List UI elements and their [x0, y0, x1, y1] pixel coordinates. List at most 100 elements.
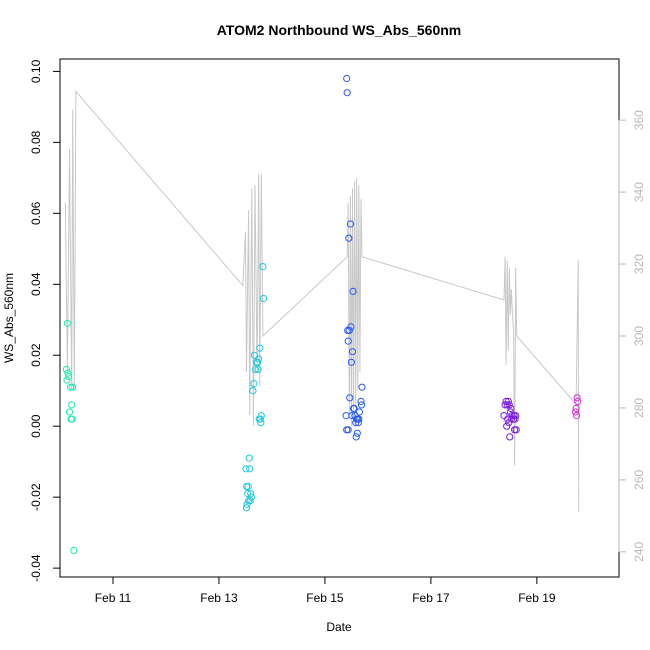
x-tick-label: Feb 13	[200, 591, 238, 605]
data-point-15	[250, 351, 259, 359]
x-axis-label: Date	[326, 620, 352, 634]
data-point-64	[354, 419, 362, 427]
data-point-14	[256, 344, 264, 352]
data-point-59	[348, 412, 356, 420]
data-point-76	[500, 412, 508, 420]
data-point-11	[70, 546, 78, 555]
data-point-41	[346, 220, 354, 228]
secondary-series-line	[64, 90, 580, 513]
data-point-55	[350, 404, 358, 413]
y-tick-label: 0.08	[29, 130, 43, 154]
y2-tick-label: 280	[632, 398, 646, 418]
data-point-46	[345, 326, 353, 334]
data-point-33	[247, 490, 255, 498]
data-point-43	[349, 287, 357, 295]
data-point-13	[259, 294, 268, 303]
data-point-90	[574, 397, 582, 405]
y2-tick-label: 340	[632, 182, 646, 202]
x-tick-label: Feb 11	[95, 591, 132, 605]
data-point-71	[501, 401, 509, 409]
data-point-73	[505, 401, 513, 409]
y-tick-label: 0.02	[29, 343, 43, 367]
y2-tick-label: 300	[632, 326, 646, 346]
data-point-3	[63, 376, 71, 384]
y2-tick-label: 360	[632, 110, 646, 130]
data-point-21	[250, 380, 258, 388]
data-point-42	[345, 234, 353, 242]
points-layer	[62, 74, 582, 555]
data-point-0	[63, 319, 72, 327]
data-point-38	[242, 504, 251, 512]
data-point-4	[64, 372, 73, 381]
x-axis: Feb 11 Feb 13 Feb 15 Feb 17 Feb 19	[95, 576, 556, 605]
x-tick-label: Feb 17	[412, 591, 450, 605]
data-point-40	[343, 89, 351, 97]
data-point-20	[254, 365, 262, 373]
data-point-23	[257, 412, 265, 420]
data-point-37	[243, 500, 251, 508]
data-point-29	[246, 465, 254, 473]
data-point-75	[506, 408, 514, 416]
y-tick-label: -0.02	[29, 483, 43, 511]
x-tick-label: Feb 19	[518, 591, 556, 605]
y-tick-label: 0.04	[29, 272, 43, 296]
data-point-19	[251, 365, 260, 373]
data-point-6	[69, 383, 77, 391]
data-point-92	[572, 408, 580, 416]
x-tick-label: Feb 15	[306, 591, 344, 605]
data-point-74	[507, 404, 515, 413]
data-point-91	[572, 404, 580, 413]
data-point-50	[358, 383, 366, 391]
y-tick-label: 0.00	[29, 414, 43, 438]
y-axis: -0.04 -0.02 0.00 0.02 0.04 0.06 0.08 0.10	[29, 59, 61, 582]
data-point-28	[242, 465, 250, 473]
data-point-10	[68, 415, 76, 423]
data-point-56	[355, 408, 363, 416]
data-point-67	[353, 429, 361, 437]
data-point-16	[255, 355, 263, 363]
data-point-48	[348, 348, 357, 356]
data-point-63	[352, 419, 360, 427]
plot-frame	[59, 58, 620, 578]
data-point-93	[573, 412, 581, 420]
y2-tick-label: 240	[632, 541, 646, 561]
data-point-79	[512, 412, 520, 420]
data-point-36	[245, 497, 253, 505]
data-point-26	[257, 419, 265, 427]
data-point-27	[245, 454, 253, 462]
secondary-line-layer	[64, 90, 580, 513]
data-point-53	[357, 401, 366, 409]
data-point-5	[67, 383, 75, 391]
data-point-57	[342, 412, 350, 420]
data-point-47	[344, 337, 352, 345]
y2-tick-label: 260	[632, 470, 646, 490]
data-point-32	[244, 490, 252, 498]
data-point-83	[511, 415, 519, 423]
data-point-18	[254, 358, 262, 366]
chart-title: ATOM2 Northbound WS_Abs_560nm	[217, 22, 462, 38]
y-tick-label: -0.04	[29, 554, 43, 582]
y-tick-label: 0.06	[29, 201, 43, 225]
data-point-87	[512, 426, 520, 434]
data-point-22	[249, 387, 257, 395]
data-point-49	[347, 358, 355, 366]
data-point-31	[244, 482, 252, 491]
data-point-85	[503, 422, 511, 430]
data-point-8	[65, 408, 74, 416]
data-point-25	[256, 415, 264, 423]
data-point-12	[259, 263, 267, 271]
data-point-2	[64, 369, 72, 377]
data-point-66	[344, 426, 352, 434]
data-point-1	[62, 365, 71, 373]
data-point-89	[573, 394, 581, 402]
y2-axis-right: 240 260 280 300 320 340 360	[618, 110, 646, 562]
data-point-51	[346, 394, 354, 402]
data-point-39	[343, 74, 351, 83]
data-point-84	[505, 419, 513, 427]
data-point-52	[357, 397, 365, 405]
data-point-88	[506, 433, 514, 441]
y-axis-label: WS_Abs_560nm	[2, 273, 16, 363]
y2-tick-label: 320	[632, 254, 646, 274]
data-point-72	[503, 401, 511, 409]
